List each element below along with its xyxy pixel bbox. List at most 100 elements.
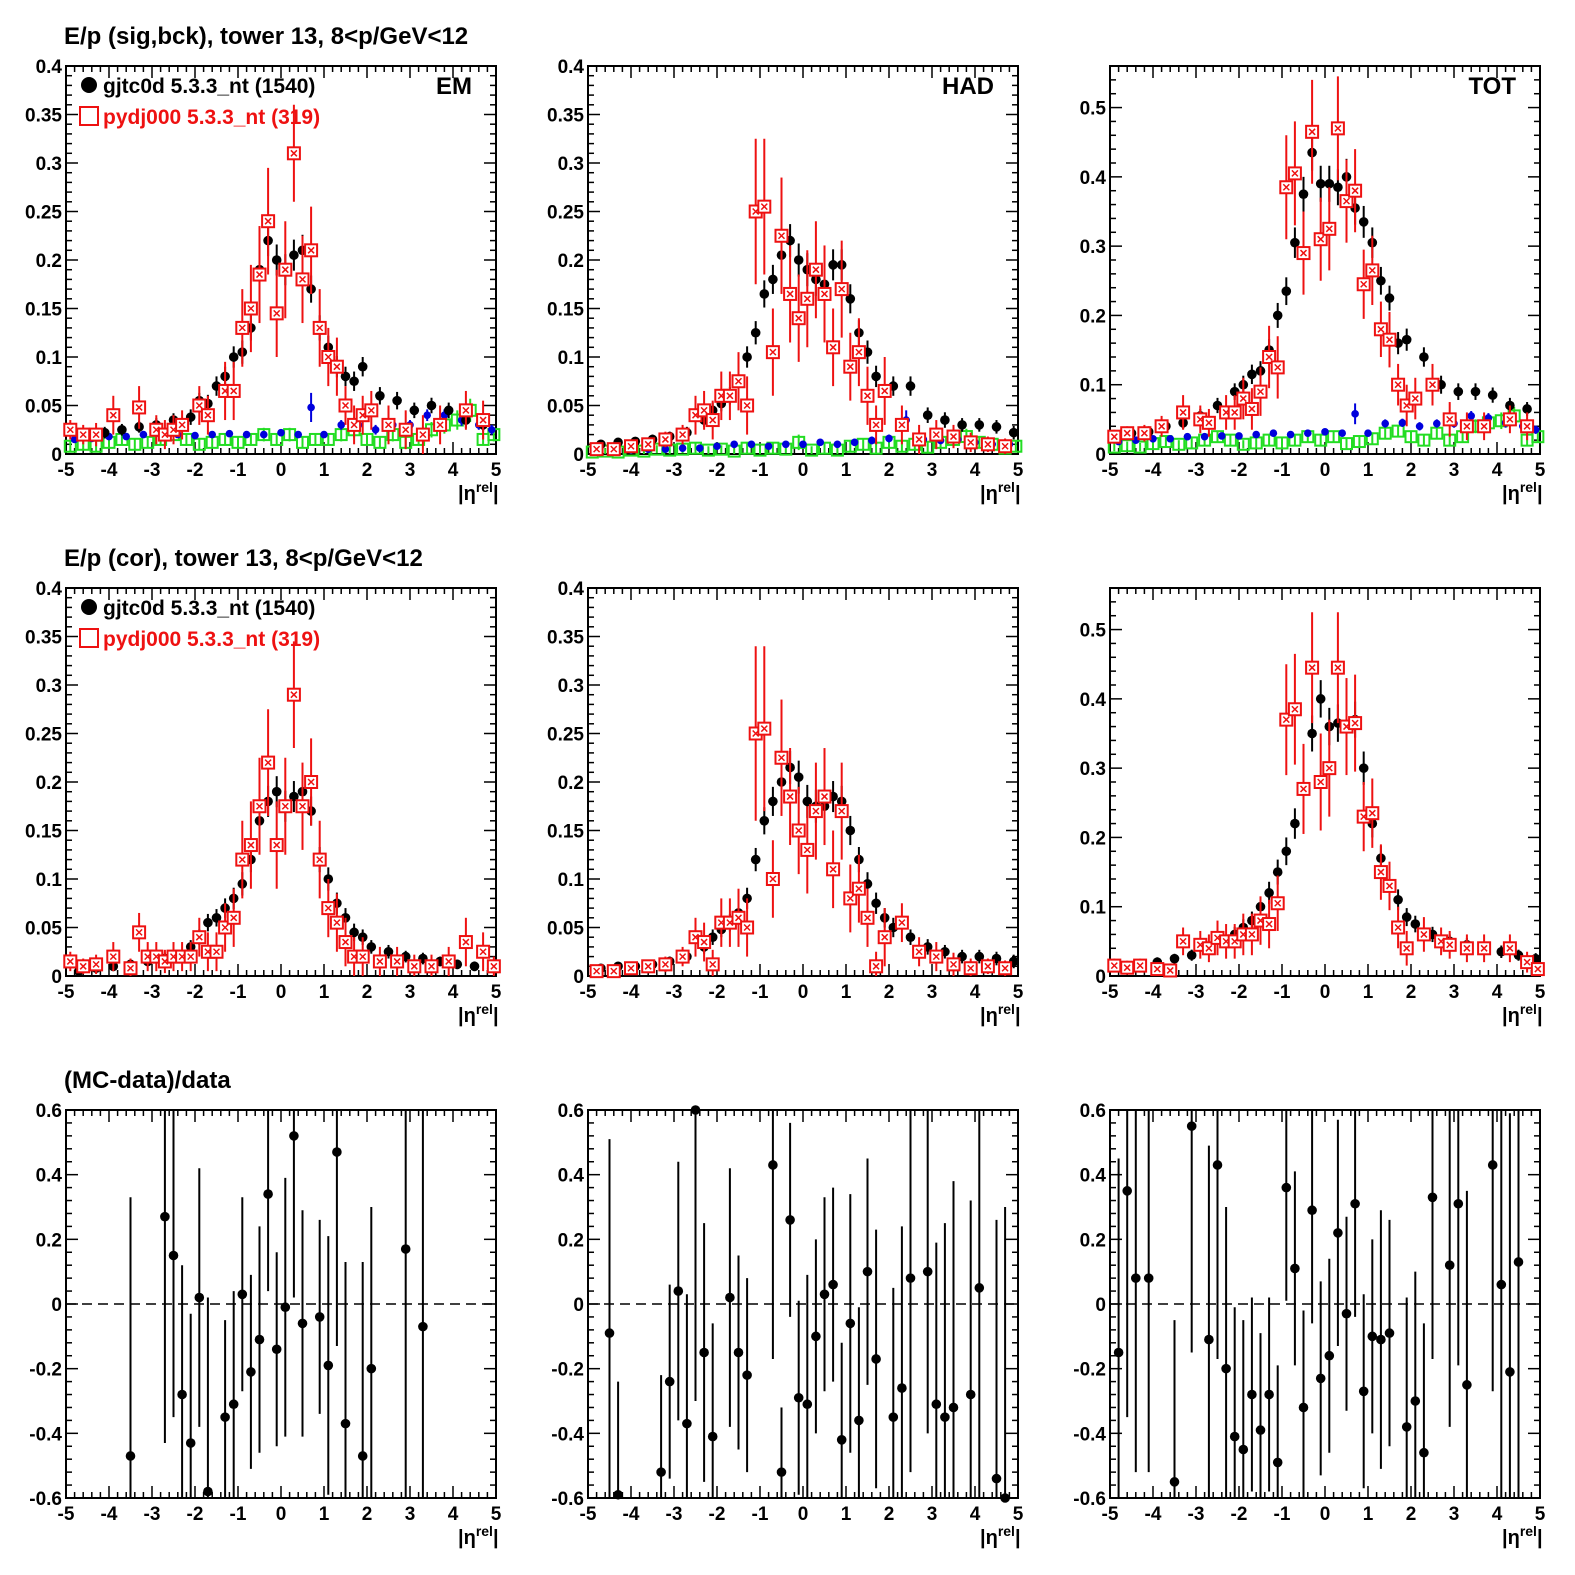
mc-point-cross: [700, 406, 708, 414]
data-point: [263, 1189, 273, 1199]
mc-point-cross: [1205, 944, 1213, 952]
mc-point-cross: [881, 387, 889, 395]
mc-point-cross: [230, 387, 238, 395]
mc-point-cross: [644, 962, 652, 970]
y-tick-label: 0.2: [1080, 306, 1106, 327]
bck-data-point: [487, 425, 496, 434]
data-point: [811, 1331, 821, 1342]
mc-point-cross: [769, 875, 777, 883]
x-tick-label: 1: [319, 1504, 330, 1525]
mc-point-cross: [872, 962, 880, 970]
series-data: [1113, 1110, 1524, 1498]
x-tick-label: 4: [1492, 460, 1503, 481]
data-point: [974, 951, 985, 962]
bck-mc-point: [218, 432, 232, 446]
bck-mc-point: [1185, 436, 1199, 450]
mc-point-cross: [1248, 405, 1256, 413]
data-point: [1272, 1457, 1283, 1468]
mc-point-cross: [1179, 937, 1187, 945]
bck-data-point: [868, 436, 876, 445]
data-point: [211, 913, 222, 923]
mc-point-cross: [743, 923, 751, 932]
x-tick-label: 5: [1013, 1504, 1024, 1525]
x-tick-label: -5: [58, 460, 75, 481]
data-point: [237, 1289, 248, 1300]
mc-point-cross: [1506, 415, 1514, 423]
mc-point-cross: [1428, 381, 1437, 389]
y-tick-label: 0.5: [1080, 621, 1107, 642]
mc-point-cross: [273, 309, 281, 317]
bck-data-point: [747, 440, 756, 449]
data-point: [1186, 1121, 1197, 1131]
mc-point-cross: [1385, 882, 1394, 890]
mc-point-cross: [462, 406, 470, 414]
data-point: [862, 1266, 873, 1277]
x-tick-label: 3: [1449, 460, 1460, 481]
data-point: [845, 294, 856, 304]
data-point: [785, 1215, 795, 1225]
x-tick-label: -4: [101, 982, 118, 1003]
data-point: [469, 961, 480, 972]
mc-point-cross: [795, 826, 803, 835]
x-tick-label: 1: [319, 982, 330, 1003]
data-point: [1143, 1273, 1154, 1283]
mc-point-cross: [324, 904, 332, 912]
x-axis-label-end: |: [1537, 1005, 1543, 1027]
data-point: [1401, 912, 1412, 922]
data-point: [828, 1279, 838, 1290]
x-axis-label-superscript: rel: [998, 1001, 1015, 1017]
mc-point-cross: [1523, 958, 1531, 966]
data-point: [1229, 1431, 1240, 1442]
mc-point-cross: [195, 933, 203, 941]
bck-mc-point: [270, 432, 284, 446]
y-tick-label: 0: [1095, 1295, 1106, 1316]
bck-data-point: [661, 445, 670, 453]
bck-data-point: [1381, 419, 1389, 428]
data-point: [682, 1418, 692, 1429]
data-point: [1247, 369, 1257, 380]
x-tick-label: -5: [58, 1504, 75, 1525]
data-point: [349, 927, 359, 938]
legend-label-data: gjtc0d 5.3.3_nt (1540): [103, 75, 315, 98]
data-point: [1221, 1363, 1231, 1374]
mc-point-cross: [1463, 944, 1471, 952]
data-point: [1393, 894, 1403, 905]
y-tick-label: 0.25: [25, 203, 62, 224]
y-tick-label: 0.6: [1080, 1101, 1106, 1122]
mc-point-cross: [760, 203, 768, 211]
data-point: [383, 946, 394, 957]
data-point: [1272, 867, 1283, 877]
data-point: [1169, 953, 1180, 964]
mc-point-cross: [187, 953, 195, 961]
data-point: [931, 1399, 942, 1410]
y-tick-label: 0: [51, 445, 62, 466]
data-point: [366, 1363, 377, 1374]
mc-point-cross: [333, 363, 341, 371]
mc-point-cross: [1446, 941, 1454, 949]
data-point: [1324, 1350, 1335, 1361]
x-tick-label: -4: [623, 460, 640, 481]
data-point: [1131, 1273, 1141, 1283]
y-tick-label: -0.2: [551, 1360, 584, 1381]
y-tick-label: -0.4: [551, 1424, 584, 1445]
data-point: [845, 825, 856, 836]
data-point: [1487, 1160, 1498, 1170]
x-axis-label-superscript: rel: [476, 1523, 493, 1539]
mc-point-cross: [402, 426, 410, 434]
data-point: [836, 1435, 847, 1445]
x-tick-label: -4: [623, 982, 640, 1003]
mc-point-cross: [1506, 944, 1514, 952]
mc-point-cross: [1274, 363, 1282, 371]
data-point: [991, 422, 1002, 432]
mc-point-cross: [777, 754, 786, 762]
y-tick-label: -0.6: [1073, 1489, 1106, 1510]
series-data: [125, 1110, 428, 1498]
mc-point-cross: [1179, 408, 1187, 416]
mc-point-cross: [79, 962, 87, 970]
bck-data-point: [1467, 412, 1475, 420]
x-tick-label: 0: [1320, 982, 1331, 1003]
bck-mc-point: [231, 435, 245, 449]
data-point: [332, 1147, 342, 1157]
mc-point-cross: [178, 421, 186, 429]
x-tick-label: 4: [448, 982, 459, 1003]
